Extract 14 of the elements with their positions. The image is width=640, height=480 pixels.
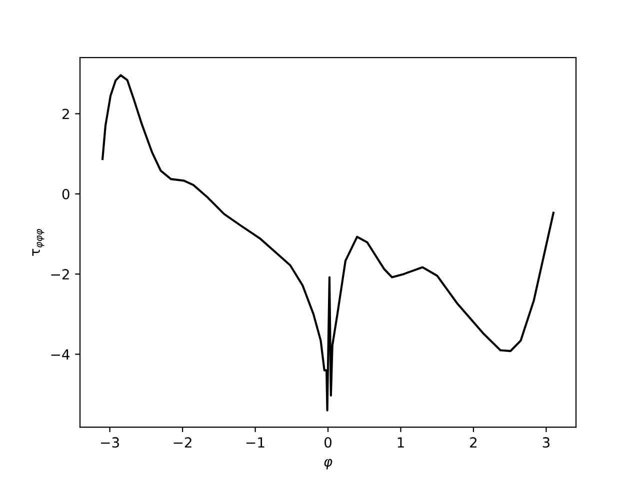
x-tick-label: −3 xyxy=(101,437,119,448)
x-tick-label: 1 xyxy=(398,437,404,448)
y-tick-label: 0 xyxy=(62,188,70,200)
x-tick-label: 3 xyxy=(542,437,550,448)
x-axis-title: φ xyxy=(324,458,332,470)
y-tick-label: 2 xyxy=(62,108,69,119)
x-tick-label: −2 xyxy=(174,437,192,448)
y-tick-label: −4 xyxy=(51,349,70,360)
x-tick-label: −1 xyxy=(246,437,264,448)
y-axis-title: τ$_{φφφ}$ xyxy=(32,229,44,256)
x-tick-label: 2 xyxy=(470,437,476,448)
x-tick-label: 0 xyxy=(324,437,332,448)
y-tick-label: −2 xyxy=(51,269,69,280)
line-series xyxy=(102,74,554,412)
